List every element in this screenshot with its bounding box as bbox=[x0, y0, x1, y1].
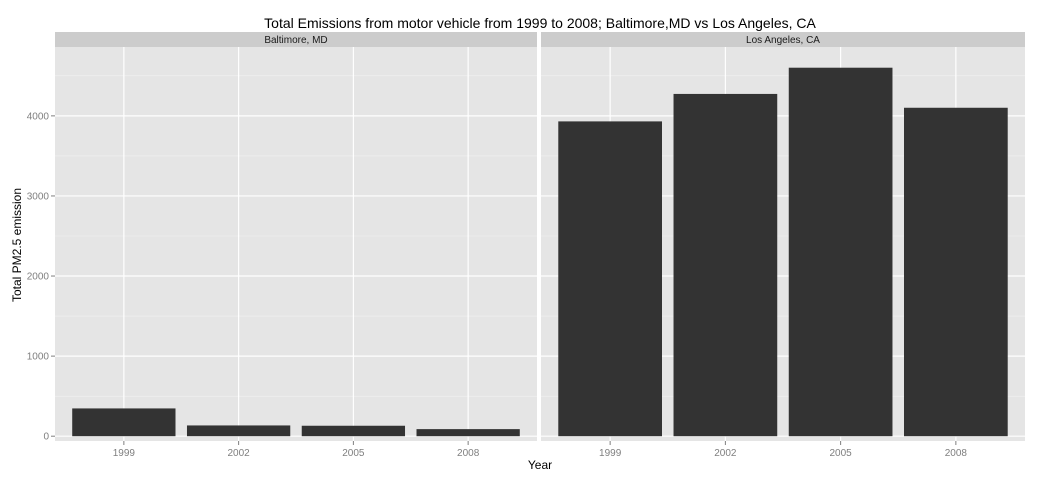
bar-2008 bbox=[904, 107, 1008, 437]
panel-background bbox=[55, 47, 537, 441]
bar-2005 bbox=[301, 425, 406, 437]
facet-strip bbox=[541, 32, 1025, 47]
x-axis-title: Year bbox=[528, 458, 552, 472]
y-axis-title: Total PM2.5 emission bbox=[10, 188, 24, 302]
bar-2002 bbox=[186, 425, 291, 437]
facet-panels: Baltimore, MD 1999 2002 2005 2008 0 1000 2000 30… bbox=[27, 32, 1025, 459]
facet-strip bbox=[55, 32, 537, 47]
facet-strip-label: Los Angeles, CA bbox=[746, 35, 820, 46]
bar-2008 bbox=[416, 429, 520, 437]
bar-2002 bbox=[673, 93, 778, 437]
facet-panel-2: Los Angeles, CA 1999 2002 2005 2008 bbox=[541, 32, 1025, 459]
bar-1999 bbox=[558, 121, 662, 437]
x-tick-label: 2005 bbox=[342, 448, 365, 459]
y-tick-label: 1000 bbox=[27, 352, 50, 363]
x-tick-label: 2008 bbox=[945, 448, 968, 459]
x-tick-label: 2002 bbox=[227, 448, 250, 459]
y-tick-label: 0 bbox=[43, 432, 49, 443]
y-tick-label: 2000 bbox=[27, 272, 50, 283]
bar-1999 bbox=[72, 408, 176, 437]
facet-strip-label: Baltimore, MD bbox=[264, 35, 327, 46]
x-tick-label: 1999 bbox=[113, 448, 136, 459]
y-tick-label: 4000 bbox=[27, 111, 50, 122]
bar-2005 bbox=[788, 67, 893, 437]
facet-panel-1: Baltimore, MD 1999 2002 2005 2008 0 1000 2000 30… bbox=[27, 32, 537, 459]
x-tick-label: 2002 bbox=[714, 448, 737, 459]
x-tick-label: 2005 bbox=[829, 448, 852, 459]
x-tick-label: 2008 bbox=[457, 448, 480, 459]
x-tick-label: 1999 bbox=[599, 448, 622, 459]
y-tick-label: 3000 bbox=[27, 191, 50, 202]
chart-title: Total Emissions from motor vehicle from … bbox=[264, 15, 816, 31]
